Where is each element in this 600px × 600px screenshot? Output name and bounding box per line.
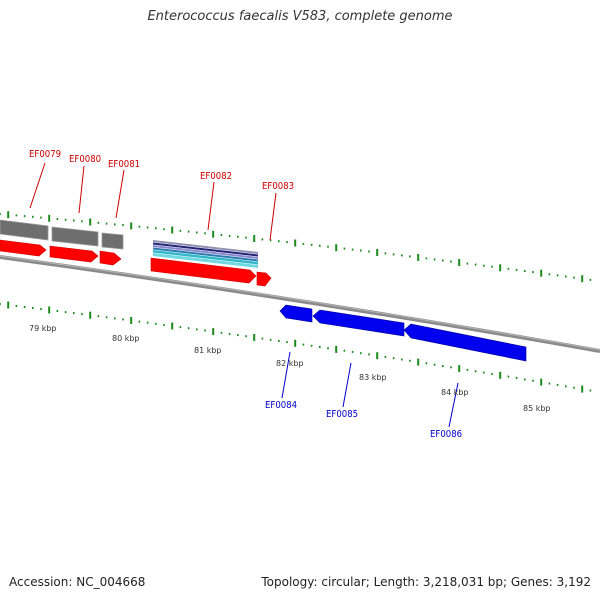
ruler-label-84: 84 kbp <box>441 388 469 397</box>
gene-label-ef0083[interactable]: EF0083 <box>262 181 294 192</box>
reverse-gene-track <box>279 304 527 362</box>
forward-label-leaders <box>29 162 277 241</box>
gene-ef0084 <box>279 304 313 323</box>
gene-ef0082 <box>150 257 257 284</box>
ruler-label-82: 82 kbp <box>276 359 304 368</box>
gene-label-ef0085[interactable]: EF0085 <box>326 409 358 420</box>
grey-feature-track <box>0 219 124 250</box>
map-title: Enterococcus faecalis V583, complete gen… <box>147 9 453 24</box>
gene-label-ef0082[interactable]: EF0082 <box>200 171 232 182</box>
gene-ef0086 <box>403 323 527 362</box>
gene-ef0080 <box>49 245 99 263</box>
gene-label-ef0081[interactable]: EF0081 <box>108 159 140 170</box>
grey-feature-bar <box>101 232 124 250</box>
grey-feature-bar <box>0 219 49 241</box>
ruler-label-83: 83 kbp <box>359 373 387 382</box>
genome-backbone <box>0 255 600 353</box>
tick-row-upper <box>0 211 592 283</box>
gene-label-ef0079[interactable]: EF0079 <box>29 149 61 160</box>
gene-label-ef0084[interactable]: EF0084 <box>265 400 297 411</box>
tick-row-lower <box>0 301 592 393</box>
ruler-label-80: 80 kbp <box>112 334 140 343</box>
genome-stats-label: Topology: circular; Length: 3,218,031 bp… <box>261 575 591 589</box>
rna-feature-stack <box>153 240 258 268</box>
gene-ef0081 <box>99 250 122 266</box>
gene-ef0085 <box>312 309 405 337</box>
gene-ef0083 <box>256 271 272 287</box>
grey-feature-bar <box>51 226 99 247</box>
forward-gene-track <box>0 239 272 287</box>
ruler-labels: 79 kbp 80 kbp 81 kbp 82 kbp 83 kbp 84 kb… <box>29 324 551 413</box>
reverse-label-leaders <box>281 351 459 428</box>
ruler-label-85: 85 kbp <box>523 404 551 413</box>
gene-label-ef0086[interactable]: EF0086 <box>430 429 462 440</box>
accession-label: Accession: NC_004668 <box>9 575 146 589</box>
ruler-label-81: 81 kbp <box>194 346 222 355</box>
ruler-label-79: 79 kbp <box>29 324 57 333</box>
gene-ef0079 <box>0 239 47 257</box>
gene-label-ef0080[interactable]: EF0080 <box>69 154 101 165</box>
